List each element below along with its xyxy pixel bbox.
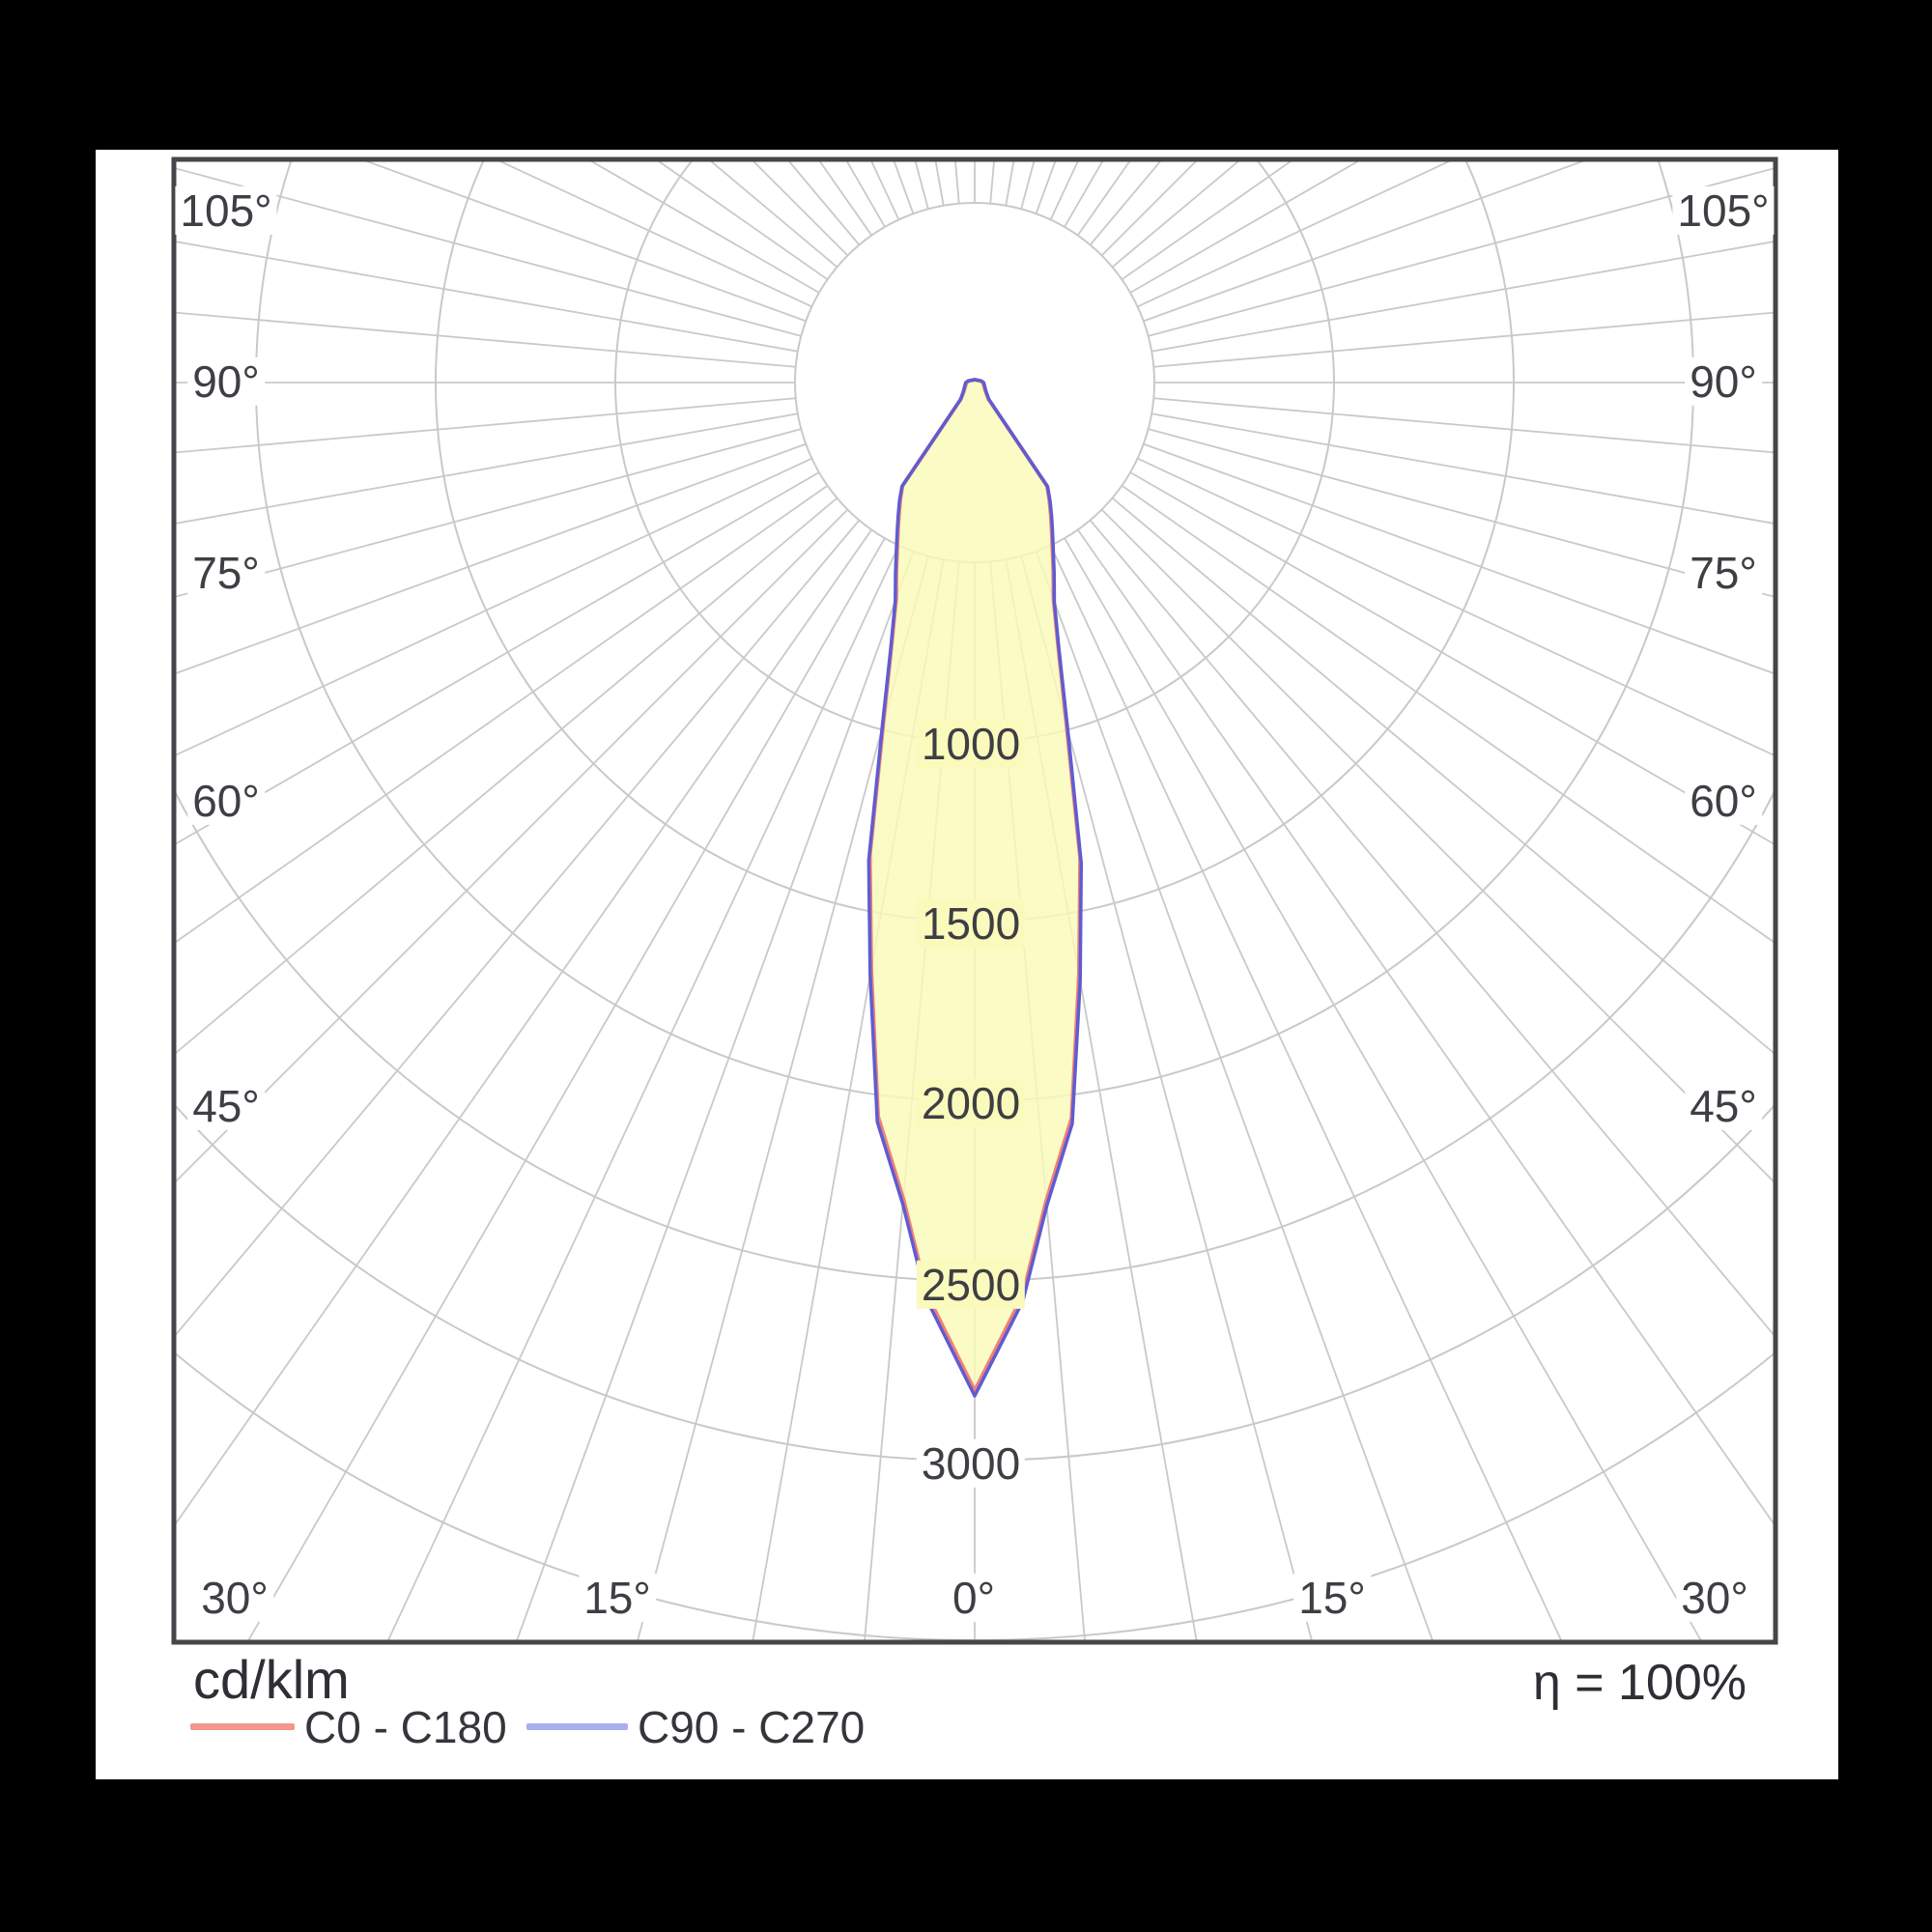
ray-gridline-20 xyxy=(1035,551,1435,1642)
ray-gridline-245 xyxy=(494,159,812,308)
ray-gridline-115 xyxy=(1137,159,1456,308)
ray-gridline-30 xyxy=(1064,537,1703,1642)
ray-gridline-170 xyxy=(1005,159,1015,206)
ray-gridline-85 xyxy=(1153,397,1776,454)
ray-gridline-195 xyxy=(914,159,929,210)
ray-gridline-135 xyxy=(1100,159,1200,257)
angle-label-right-15°: 15° xyxy=(1293,1573,1371,1623)
angle-label-right-60°: 60° xyxy=(1685,776,1762,826)
ray-gridline-140 xyxy=(1089,159,1164,246)
ray-gridline-205 xyxy=(869,159,900,220)
legend: C0 - C180 C90 - C270 xyxy=(190,1700,1543,1758)
ring-value-label-1000: 1000 xyxy=(916,719,1026,769)
ray-gridline-25 xyxy=(1049,545,1564,1642)
ray-gridline-165 xyxy=(1020,159,1036,210)
ray-gridline-120 xyxy=(1129,159,1363,294)
ray-gridline-190 xyxy=(934,159,945,206)
angle-label-left-45°: 45° xyxy=(187,1081,265,1131)
ray-gridline-310 xyxy=(174,497,838,1056)
ray-gridline-285 xyxy=(174,428,802,599)
ray-gridline-130 xyxy=(1111,159,1242,269)
ray-gridline-35 xyxy=(1076,528,1776,1528)
ray-gridline-50 xyxy=(1111,497,1776,1056)
ray-gridline-330 xyxy=(246,537,886,1642)
angle-label-right-30°: 30° xyxy=(1676,1573,1753,1623)
ray-gridline-80 xyxy=(1151,412,1776,526)
c0-c180-legend-label: C0 - C180 xyxy=(304,1702,507,1752)
ray-gridline-105 xyxy=(1148,166,1776,337)
ray-gridline-60 xyxy=(1129,471,1776,846)
ray-gridline-280 xyxy=(174,412,798,526)
ray-gridline-160 xyxy=(1035,159,1058,214)
ray-gridline-155 xyxy=(1049,159,1080,220)
ray-gridline-335 xyxy=(385,545,900,1642)
ray-gridline-40 xyxy=(1089,519,1776,1339)
ray-gridline-110 xyxy=(1143,159,1591,323)
ray-gridline-45 xyxy=(1100,508,1776,1185)
angle-label-left-15°: 15° xyxy=(579,1573,656,1623)
plot-border xyxy=(171,156,1778,1645)
ring-value-label-3000: 3000 xyxy=(916,1438,1026,1489)
ray-gridline-145 xyxy=(1076,159,1132,237)
angle-label-right-75°: 75° xyxy=(1685,548,1762,598)
ray-gridline-65 xyxy=(1137,457,1776,757)
angle-label-left-90°: 90° xyxy=(187,356,265,407)
angle-label-right-45°: 45° xyxy=(1685,1081,1762,1131)
ray-gridline-95 xyxy=(1153,311,1776,368)
ray-gridline-275 xyxy=(174,397,796,454)
c90-c270-legend-label: C90 - C270 xyxy=(638,1702,866,1752)
ray-gridline-55 xyxy=(1121,484,1776,945)
angle-label-0: 0° xyxy=(948,1573,1000,1623)
angle-label-left-30°: 30° xyxy=(196,1573,273,1623)
ray-gridline-255 xyxy=(174,166,802,337)
ring-value-label-2500: 2500 xyxy=(916,1260,1026,1310)
ray-gridline-210 xyxy=(844,159,886,228)
c90-c270-legend-swatch xyxy=(526,1723,628,1730)
ray-gridline-240 xyxy=(586,159,820,294)
unit-label: cd/klm xyxy=(193,1649,350,1710)
angle-label-left-60°: 60° xyxy=(187,776,265,826)
ray-gridline-175 xyxy=(989,159,996,204)
ray-gridline-100 xyxy=(1151,240,1776,353)
ring-value-label-2000: 2000 xyxy=(916,1078,1026,1128)
ray-gridline-305 xyxy=(174,484,829,945)
ray-gridline-325 xyxy=(174,528,873,1528)
ray-gridline-225 xyxy=(750,159,849,257)
ray-gridline-290 xyxy=(174,442,807,675)
ray-gridline-220 xyxy=(785,159,861,246)
efficiency-label: η = 100% xyxy=(1532,1655,1747,1711)
ray-gridline-75 xyxy=(1148,428,1776,599)
beam-fill xyxy=(868,380,1082,1396)
ray-gridline-230 xyxy=(707,159,838,269)
ray-gridline-300 xyxy=(174,471,820,846)
ray-gridline-260 xyxy=(174,240,798,353)
ray-gridline-215 xyxy=(817,159,873,237)
ray-gridline-125 xyxy=(1121,159,1295,281)
ray-gridline-265 xyxy=(174,311,796,368)
angle-label-left-75°: 75° xyxy=(187,548,265,598)
angle-label-right-90°: 90° xyxy=(1685,356,1762,407)
ray-gridline-340 xyxy=(515,551,915,1642)
ray-gridline-295 xyxy=(174,457,812,757)
ray-gridline-235 xyxy=(654,159,829,281)
ray-gridline-200 xyxy=(892,159,915,214)
ray-gridline-250 xyxy=(358,159,807,323)
ring-value-label-1500: 1500 xyxy=(916,898,1026,949)
c90-c270-curve xyxy=(867,378,1084,1398)
ray-gridline-315 xyxy=(174,508,849,1185)
ray-gridline-320 xyxy=(174,519,861,1339)
angle-label-left-105°: 105° xyxy=(175,185,277,236)
ray-gridline-185 xyxy=(953,159,960,204)
c0-c180-legend-swatch xyxy=(190,1723,295,1730)
angle-label-right-105°: 105° xyxy=(1672,185,1775,236)
ray-gridline-70 xyxy=(1143,442,1776,675)
